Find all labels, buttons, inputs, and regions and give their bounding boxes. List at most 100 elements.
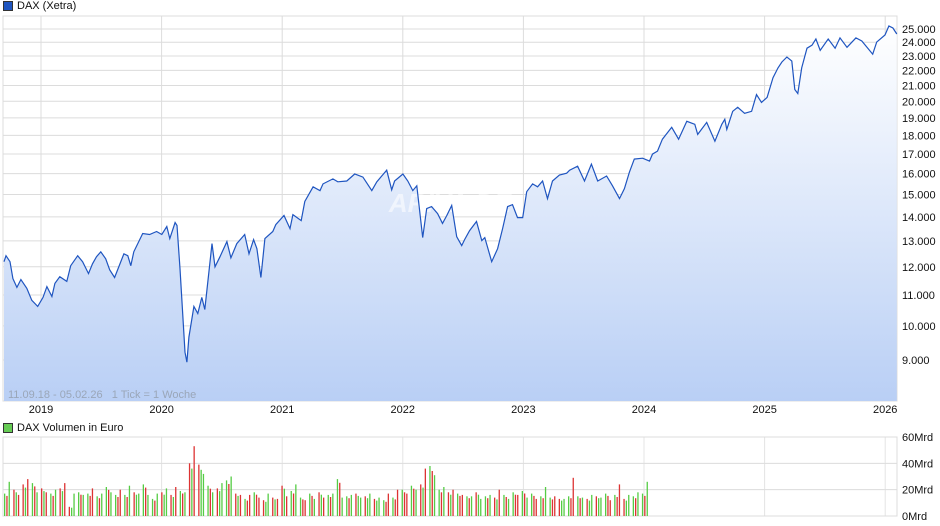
y-tick-label: 10.000 bbox=[902, 321, 936, 333]
volume-bar bbox=[4, 493, 6, 516]
volume-bar bbox=[228, 484, 230, 516]
volume-bar bbox=[327, 494, 329, 516]
volume-bar bbox=[413, 488, 415, 516]
volume-bar bbox=[184, 492, 186, 516]
volume-bar bbox=[586, 498, 588, 516]
volume-bar bbox=[156, 493, 158, 516]
volume-bar bbox=[341, 497, 343, 516]
volume-bar bbox=[246, 500, 248, 516]
x-tick-label: 2019 bbox=[29, 404, 53, 416]
volume-bar bbox=[457, 493, 459, 516]
y-tick-label: 23.000 bbox=[902, 51, 936, 63]
volume-bar bbox=[304, 500, 306, 516]
volume-bar bbox=[591, 494, 593, 516]
volume-bar bbox=[468, 498, 470, 516]
volume-bar bbox=[108, 489, 110, 516]
volume-bar bbox=[387, 493, 389, 516]
volume-bar bbox=[477, 494, 480, 516]
volume-bar bbox=[540, 496, 542, 517]
volume-bar bbox=[295, 484, 297, 516]
volume-bar bbox=[570, 498, 572, 516]
volume-bar bbox=[466, 496, 468, 517]
volume-bar bbox=[431, 471, 433, 516]
volume-bar bbox=[135, 494, 138, 516]
volume-bar bbox=[503, 494, 505, 516]
volume-bar bbox=[521, 491, 523, 516]
volume-bar bbox=[339, 482, 341, 516]
volume-bar bbox=[27, 479, 29, 516]
volume-bar bbox=[230, 476, 232, 516]
y-tick-label: 13.000 bbox=[902, 236, 936, 248]
volume-bar bbox=[64, 483, 66, 516]
volume-bar bbox=[544, 487, 547, 516]
volume-bar bbox=[323, 497, 325, 516]
y-tick-label: 15.000 bbox=[902, 190, 936, 202]
volume-bar bbox=[470, 496, 473, 517]
volume-bar bbox=[24, 487, 27, 516]
volume-bar bbox=[360, 497, 362, 516]
volume-bar bbox=[313, 498, 315, 516]
y-tick-label: 11.000 bbox=[902, 290, 935, 302]
volume-bar bbox=[71, 507, 73, 516]
price-area bbox=[4, 26, 897, 401]
volume-bar bbox=[182, 493, 184, 516]
volume-bar bbox=[145, 487, 147, 516]
volume-bar bbox=[188, 463, 191, 516]
volume-bar bbox=[52, 495, 54, 516]
volume-bar bbox=[276, 498, 279, 516]
volume-bar bbox=[98, 498, 101, 516]
volume-bar bbox=[299, 497, 302, 516]
volume-bar bbox=[551, 499, 554, 516]
volume-bar bbox=[637, 492, 639, 516]
volume-bar bbox=[577, 496, 579, 517]
volume-tick-label: 40Mrd bbox=[902, 458, 933, 470]
volume-bar bbox=[623, 498, 625, 516]
x-tick-label: 2024 bbox=[632, 404, 656, 416]
volume-bar bbox=[438, 489, 440, 516]
volume-bar bbox=[392, 497, 394, 516]
volume-bar bbox=[635, 498, 637, 516]
volume-bar bbox=[401, 489, 403, 516]
volume-bar bbox=[89, 495, 91, 516]
volume-bar bbox=[383, 500, 385, 516]
volume-bar bbox=[489, 494, 491, 516]
volume-bar bbox=[433, 475, 436, 516]
y-tick-label: 17.000 bbox=[902, 149, 936, 161]
volume-bar bbox=[572, 477, 574, 516]
volume-bar bbox=[542, 498, 544, 516]
volume-tick-label: 20Mrd bbox=[902, 485, 933, 497]
volume-bar bbox=[202, 473, 205, 516]
volume-bar bbox=[221, 483, 223, 516]
volume-bar bbox=[496, 499, 498, 516]
volume-bar bbox=[36, 492, 38, 516]
volume-bar bbox=[73, 493, 75, 516]
volume-bar bbox=[505, 497, 507, 516]
volume-bar bbox=[244, 498, 246, 516]
volume-bar bbox=[422, 487, 424, 516]
volume-bar bbox=[480, 498, 482, 516]
volume-bar bbox=[87, 493, 89, 516]
volume-bar bbox=[96, 496, 98, 517]
range-note: 11.09.18 - 05.02.26 1 Tick = 1 Woche bbox=[8, 389, 196, 401]
price-legend-swatch bbox=[3, 1, 13, 11]
volume-bar bbox=[420, 484, 422, 516]
volume-bar bbox=[43, 491, 45, 516]
volume-bar bbox=[531, 493, 533, 516]
volume-bar bbox=[138, 493, 140, 516]
volume-bar bbox=[507, 498, 510, 516]
volume-bar bbox=[535, 498, 537, 516]
volume-bar bbox=[82, 494, 84, 516]
volume-bar bbox=[329, 497, 332, 516]
volume-bar bbox=[581, 497, 584, 516]
volume-bar bbox=[163, 494, 165, 516]
volume-bar bbox=[588, 500, 591, 516]
y-tick-label: 24.000 bbox=[902, 37, 936, 49]
volume-bar bbox=[61, 491, 64, 516]
price-legend-label: DAX (Xetra) bbox=[17, 0, 77, 12]
volume-bar bbox=[302, 499, 304, 516]
volume-bar bbox=[68, 506, 70, 516]
volume-bar bbox=[394, 499, 396, 516]
volume-bar bbox=[369, 493, 371, 516]
